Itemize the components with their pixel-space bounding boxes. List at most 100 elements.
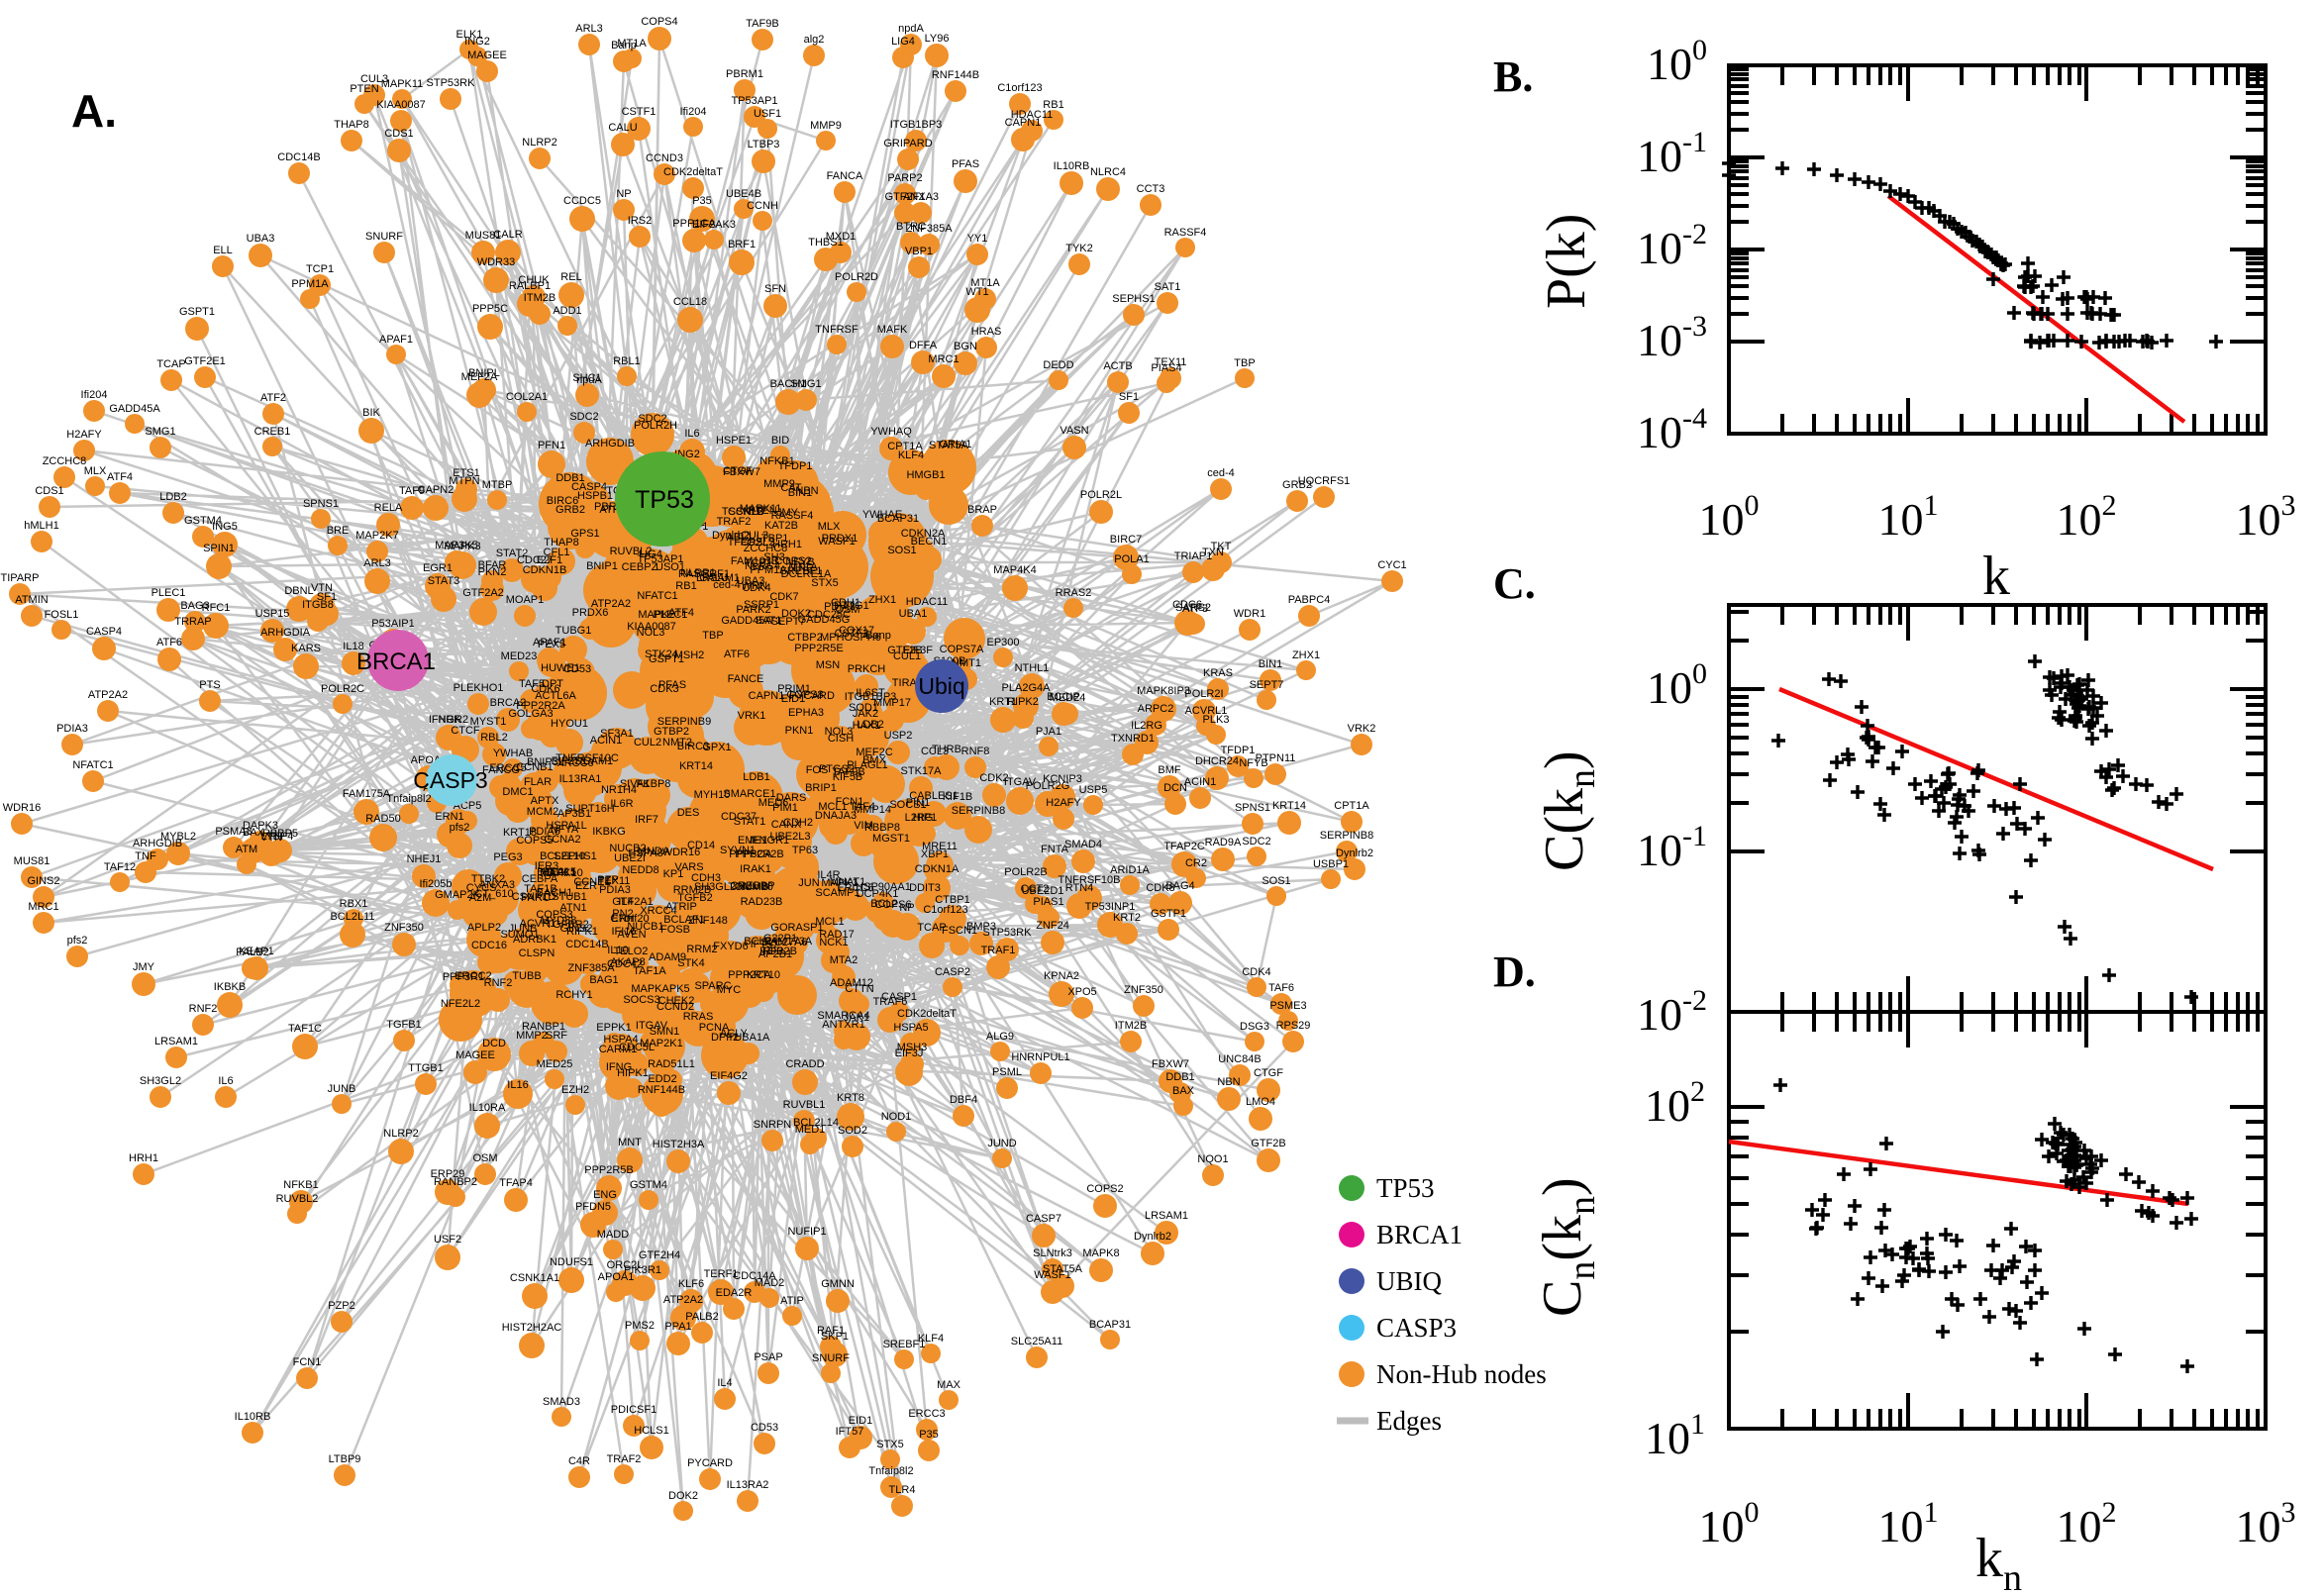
svg-text:FOSL1: FOSL1 [45,609,79,621]
svg-text:LRSAM1: LRSAM1 [154,1036,198,1047]
svg-text:NBN: NBN [1217,1076,1240,1088]
svg-text:AVEN: AVEN [617,929,646,941]
svg-text:MMP9: MMP9 [763,478,795,490]
svg-text:CDK4: CDK4 [1242,966,1270,978]
svg-text:PFDN5: PFDN5 [575,1201,611,1213]
svg-text:NOL3: NOL3 [825,726,854,738]
svg-text:BACH1: BACH1 [770,378,807,390]
svg-text:RRM2: RRM2 [686,944,717,955]
svg-text:IL6ST: IL6ST [856,687,885,699]
svg-text:DFFA: DFFA [909,340,938,351]
svg-text:C4R: C4R [568,1455,590,1467]
svg-text:BAG1: BAG1 [589,974,618,986]
svg-text:BRCA2: BRCA2 [490,697,527,709]
svg-text:PDICSF1: PDICSF1 [611,1404,656,1416]
svg-text:CSTF2: CSTF2 [835,628,869,640]
svg-text:IRS2: IRS2 [628,215,652,227]
svg-text:D.: D. [1493,948,1536,996]
svg-text:TRRAP: TRRAP [174,616,211,628]
svg-text:KARS: KARS [291,643,321,654]
svg-text:CSNK1A1: CSNK1A1 [510,1272,559,1284]
svg-text:RPS29: RPS29 [1276,1020,1311,1032]
svg-text:HNRNPUL1: HNRNPUL1 [1011,1051,1069,1063]
svg-text:POLA1: POLA1 [1114,553,1149,565]
svg-text:EIF3J: EIF3J [895,1047,924,1059]
svg-text:MOAP1: MOAP1 [506,594,545,606]
svg-text:PLEC1: PLEC1 [654,609,688,621]
svg-text:MSH2: MSH2 [674,649,705,661]
svg-text:APTX: APTX [531,795,559,807]
svg-text:BID: BID [771,435,789,447]
svg-text:NOD1: NOD1 [881,1111,912,1123]
svg-text:Tnfaip8l2: Tnfaip8l2 [868,1465,913,1477]
svg-text:PPP3CA: PPP3CA [729,848,772,860]
svg-text:RBBP5: RBBP5 [262,828,298,840]
svg-text:PPP2CA: PPP2CA [728,969,771,981]
svg-text:MTA2: MTA2 [830,954,858,966]
svg-text:TGFB2: TGFB2 [677,892,712,904]
svg-text:PPM1A: PPM1A [291,278,329,290]
svg-text:TAF4: TAF4 [850,801,875,813]
svg-text:PLK3: PLK3 [1203,714,1230,726]
svg-text:VASN: VASN [1060,425,1088,437]
svg-text:RAD23B: RAD23B [741,896,783,908]
svg-text:TAF1C: TAF1C [288,1023,322,1035]
svg-text:BECN1: BECN1 [911,536,948,548]
svg-text:MAP2K1: MAP2K1 [640,1038,682,1049]
svg-text:Banp: Banp [865,630,891,642]
svg-text:GADD45A: GADD45A [109,403,160,415]
svg-text:NFATC1: NFATC1 [637,590,677,602]
svg-text:TERF1: TERF1 [704,1268,739,1280]
svg-text:EDD2: EDD2 [648,1073,676,1085]
svg-text:DOK2: DOK2 [781,608,811,620]
svg-text:FBXW7: FBXW7 [723,466,760,478]
svg-text:SCAMP1: SCAMP1 [815,887,859,899]
svg-text:CHEK2: CHEK2 [658,995,695,1007]
svg-text:PIM1: PIM1 [772,802,798,814]
svg-text:MAGEE: MAGEE [467,50,507,61]
svg-text:ATP2A2: ATP2A2 [663,1294,703,1306]
svg-text:OSM: OSM [472,1152,497,1164]
svg-text:STUB1: STUB1 [552,891,586,903]
svg-text:ATF3: ATF3 [1182,603,1208,615]
svg-text:MAPK11: MAPK11 [381,78,424,90]
svg-text:XRCC4: XRCC4 [640,905,676,917]
svg-text:TGFBR2: TGFBR2 [546,919,588,931]
svg-text:MEF2A: MEF2A [461,371,498,383]
svg-text:CFL1: CFL1 [544,547,570,558]
svg-text:EDA2R: EDA2R [716,1287,753,1299]
svg-text:H2AFY: H2AFY [66,429,102,441]
svg-text:CDC37: CDC37 [721,811,757,823]
svg-text:MMP17: MMP17 [873,697,911,709]
svg-text:NMT2: NMT2 [662,737,692,748]
svg-text:FANCE: FANCE [728,673,764,685]
svg-text:USF2: USF2 [434,1234,461,1246]
svg-text:RANBP2: RANBP2 [434,1176,477,1188]
svg-text:AKAP8: AKAP8 [610,956,645,968]
svg-text:ITGB1BP3: ITGB1BP3 [845,691,897,703]
svg-text:BNIP3L: BNIP3L [527,756,564,768]
svg-text:BAX: BAX [1172,1085,1195,1097]
svg-text:VTN: VTN [260,832,282,844]
svg-text:SERPINB8: SERPINB8 [1320,830,1373,842]
svg-text:DCD: DCD [482,1038,506,1049]
svg-text:EID1: EID1 [849,1415,872,1427]
svg-text:PRDX6: PRDX6 [572,607,609,619]
svg-text:CDK6: CDK6 [531,683,559,695]
svg-text:TNF: TNF [791,562,813,574]
svg-text:IL10RB: IL10RB [235,1411,271,1423]
svg-text:ZNF24: ZNF24 [1036,920,1069,932]
svg-text:SPIN1: SPIN1 [203,543,235,554]
svg-text:USBP1: USBP1 [1313,858,1349,870]
svg-text:NP: NP [899,902,914,914]
svg-text:PFAS: PFAS [952,158,979,170]
svg-text:TCP1: TCP1 [745,557,772,569]
svg-text:SDC2: SDC2 [638,413,666,425]
svg-text:ATF6: ATF6 [724,648,750,660]
svg-text:BCL2: BCL2 [744,936,771,948]
svg-text:SNURF: SNURF [365,231,403,243]
svg-text:GORASP1: GORASP1 [770,922,823,934]
svg-text:COPS5: COPS5 [516,835,553,847]
svg-text:VRK2: VRK2 [1348,723,1376,735]
svg-text:VRK1: VRK1 [738,710,766,722]
